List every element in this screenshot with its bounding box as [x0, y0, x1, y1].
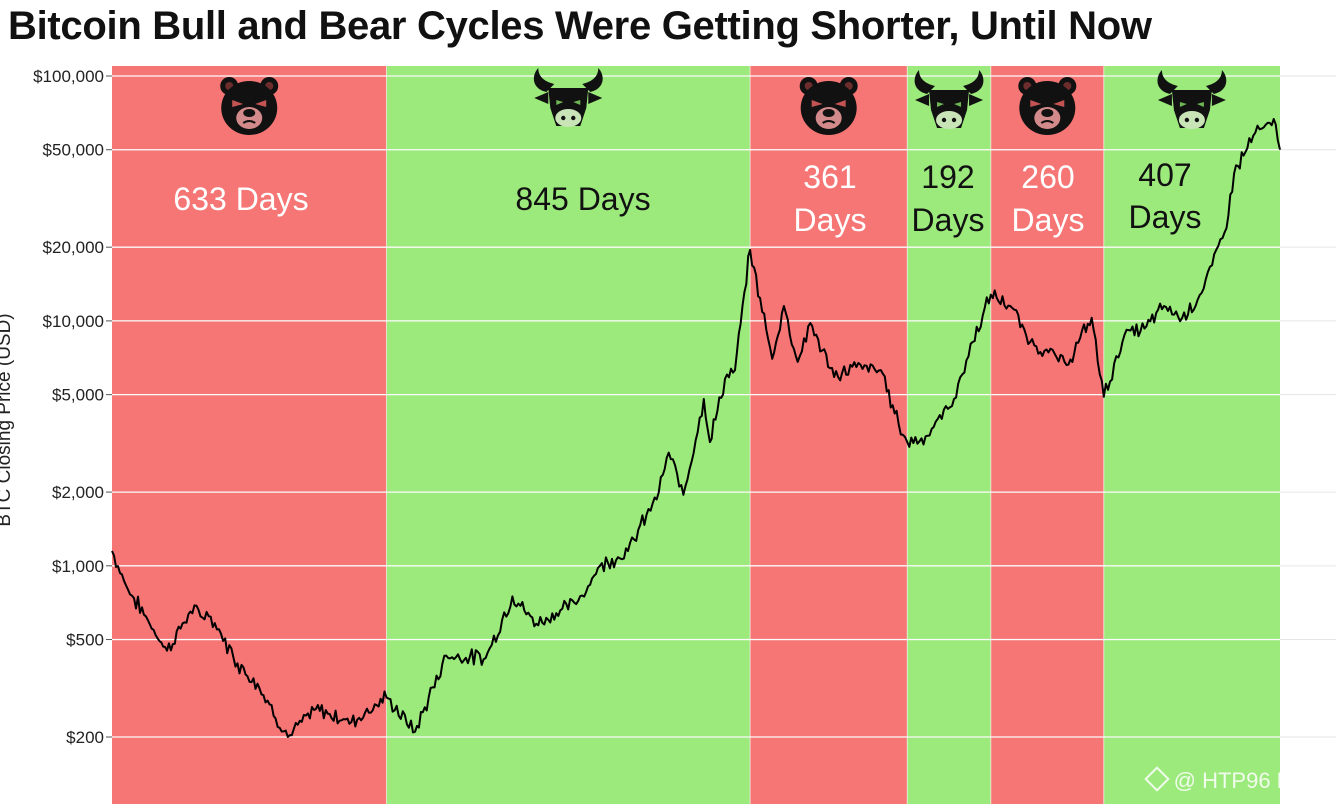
y-tick-label: $500 [66, 631, 104, 650]
period-label-5-unit: Days [1012, 202, 1085, 238]
bull-icon [1157, 70, 1227, 129]
period-band-3 [750, 66, 908, 804]
period-label-4-unit: Days [912, 202, 985, 238]
bull-icon [533, 68, 603, 127]
period-label-1: 633 Days [173, 181, 308, 217]
y-tick-label: $20,000 [43, 238, 104, 257]
bear-icon [220, 77, 279, 135]
period-band-4 [907, 66, 991, 804]
y-tick-label: $200 [66, 728, 104, 747]
bull-icon [914, 70, 984, 129]
watermark-icon [1143, 766, 1170, 792]
y-axis-ticks: $100 $200 $500 $1,000 $2,000 $5,000 $10,000 $20… [33, 67, 112, 804]
y-tick-label: $100,000 [33, 67, 104, 86]
chart-title: Bitcoin Bull and Bear Cycles Were Gettin… [8, 4, 1152, 48]
period-label-3-number: 361 [803, 159, 856, 195]
y-tick-label: $50,000 [43, 141, 104, 160]
period-band-2 [386, 66, 751, 804]
bear-icon [799, 77, 858, 135]
period-labels: 633 Days 845 Days 361 Days 192 Days 260 Days 407… [173, 157, 1201, 238]
period-label-4-number: 192 [921, 159, 974, 195]
gridlines [112, 66, 1336, 804]
period-label-6-number: 407 [1138, 157, 1191, 193]
period-label-2: 845 Days [515, 181, 650, 217]
y-tick-label: $10,000 [43, 312, 104, 331]
price-line [111, 118, 1281, 738]
period-band-5 [990, 66, 1104, 804]
period-band-6 [1103, 66, 1280, 804]
period-label-6-unit: Days [1129, 199, 1202, 235]
y-tick-label: $100 [66, 802, 104, 804]
watermark-text: @ HTP96 NEW [1173, 768, 1328, 793]
period-label-5-number: 260 [1021, 159, 1074, 195]
watermark: @ HTP96 NEW [1143, 766, 1328, 794]
y-tick-label: $1,000 [52, 557, 104, 576]
y-tick-label: $2,000 [52, 483, 104, 502]
period-band-1 [112, 66, 387, 804]
y-tick-label: $5,000 [52, 386, 104, 405]
bear-icon [1018, 77, 1077, 135]
y-axis-label: BTC Closing Price (USD) [0, 313, 15, 526]
period-icons [220, 68, 1227, 135]
period-label-3-unit: Days [794, 202, 867, 238]
period-bands [112, 66, 1280, 804]
